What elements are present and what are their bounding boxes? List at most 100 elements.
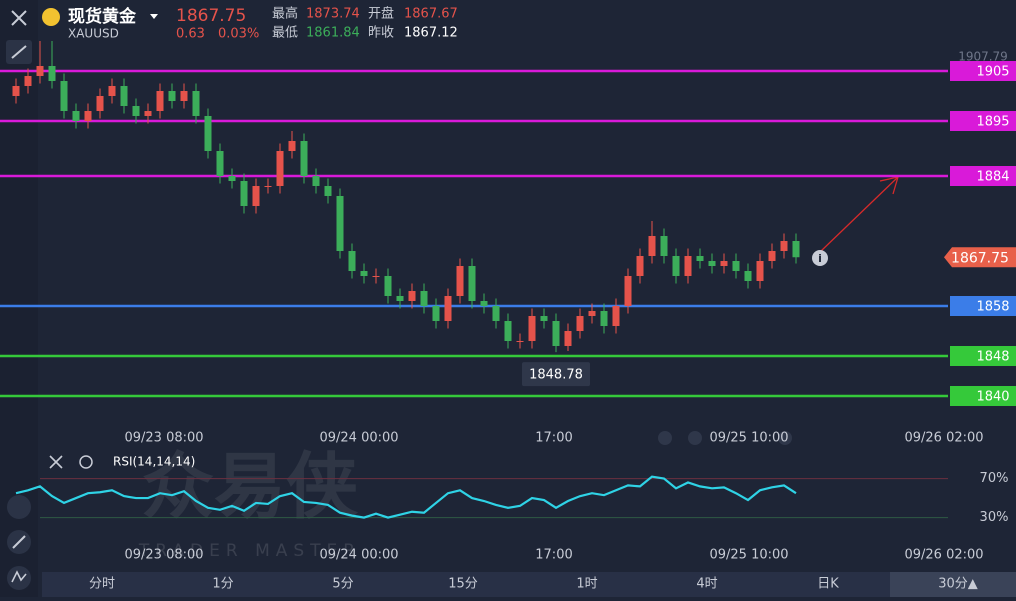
candle-body: [156, 91, 164, 111]
close-rsi[interactable]: [49, 455, 63, 469]
level-label-bg: [950, 166, 1016, 186]
gold-icon: [42, 8, 60, 26]
candle-body: [24, 76, 32, 86]
close-icon[interactable]: [11, 10, 27, 26]
tab[interactable]: 15分: [448, 577, 478, 592]
title[interactable]: 现货黄金: [68, 6, 137, 27]
level-label: 1895: [976, 115, 1009, 130]
level-label: 1884: [976, 170, 1009, 185]
candle-body: [276, 151, 284, 186]
tab[interactable]: 4时: [696, 577, 717, 592]
y-tick-label: 30%: [980, 510, 1009, 525]
x-tick-label: 09/26 02:00: [904, 431, 983, 446]
stat-label: 最高: [272, 6, 298, 22]
candle-body: [120, 86, 128, 106]
price-tag-bg: [944, 247, 1016, 268]
candle-body: [420, 291, 428, 306]
tab[interactable]: 30分▲: [938, 577, 978, 592]
candle-body: [636, 256, 644, 276]
change: 0.63: [176, 27, 205, 42]
settings-icon[interactable]: [79, 455, 93, 469]
pen-icon: [12, 535, 26, 549]
candle-body: [216, 151, 224, 176]
level-label-bg: [950, 296, 1016, 316]
candle-body: [264, 186, 272, 187]
change-pct: 0.03%: [218, 27, 259, 42]
candle-body: [348, 251, 356, 271]
level-label: 1848: [976, 350, 1009, 365]
candle-body: [168, 91, 176, 101]
candle-body: [576, 316, 584, 331]
x-tick-label: 09/24 00:00: [319, 431, 398, 446]
x-tick-label: 09/26 02:00: [904, 548, 983, 563]
candle-body: [660, 236, 668, 256]
rsi-title: RSI(14,14,14): [113, 455, 195, 469]
tab[interactable]: 1分: [212, 577, 233, 592]
stat-label: 昨收: [368, 26, 394, 41]
dropdown-arrow[interactable]: [150, 14, 158, 19]
candle-body: [648, 236, 656, 256]
info-icon[interactable]: [812, 250, 828, 266]
tab[interactable]: 分时: [89, 577, 115, 592]
stat-value: 1873.74: [306, 7, 360, 22]
candle-body: [564, 331, 572, 346]
candle-body: [516, 341, 524, 342]
candle-body: [708, 261, 716, 266]
event-icon[interactable]: [658, 431, 672, 445]
level-label: 1858: [976, 300, 1009, 315]
tab[interactable]: 1时: [576, 577, 597, 592]
arrow-head: [879, 176, 899, 195]
tool-button[interactable]: [7, 566, 31, 590]
candle-body: [468, 266, 476, 301]
candle-body: [324, 186, 332, 196]
stat-label: 开盘: [368, 6, 394, 22]
candle-body: [360, 271, 368, 276]
candle-body: [144, 111, 152, 116]
candle-body: [684, 256, 692, 276]
x-tick-label: 17:00: [535, 548, 572, 563]
tool-button[interactable]: [7, 495, 31, 519]
stat-value: 1861.84: [306, 26, 360, 41]
candle-body: [192, 91, 200, 116]
candle-body: [444, 296, 452, 321]
tab[interactable]: 日K: [817, 577, 839, 592]
level-label: 1840: [976, 390, 1009, 405]
selected-tab-bg: [890, 572, 1016, 597]
y-tick-label: 70%: [980, 471, 1009, 486]
candle-body: [720, 261, 728, 266]
rsi-line: [15, 475, 797, 519]
candle-body: [228, 176, 236, 181]
bottom-bar: [42, 572, 1016, 597]
stat-label: 最低: [272, 26, 298, 41]
candle-body: [132, 106, 140, 116]
candle-body: [612, 306, 620, 326]
x-tick-label: 09/25 10:00: [709, 431, 788, 446]
candle-body: [600, 311, 608, 326]
candle-body: [588, 311, 596, 316]
line-icon: [11, 570, 27, 583]
candle-body: [300, 141, 308, 176]
candle-body: [672, 256, 680, 276]
candle-body: [780, 241, 788, 251]
candle-body: [72, 111, 80, 121]
event-icon[interactable]: [688, 431, 702, 445]
price-tag: 1867.75: [951, 250, 1009, 266]
candle-body: [792, 241, 800, 258]
event-icon[interactable]: [778, 431, 792, 445]
candle-body: [108, 86, 116, 96]
x-tick-label: 09/24 00:00: [319, 548, 398, 563]
candle-body: [312, 176, 320, 186]
symbol: XAUUSD: [68, 27, 119, 41]
candle-body: [96, 96, 104, 111]
candle-body: [528, 316, 536, 341]
candle-body: [492, 306, 500, 321]
draw-icon: [11, 45, 27, 59]
level-label-bg: [950, 346, 1016, 366]
tab[interactable]: 5分: [332, 577, 353, 592]
price: 1867.75: [176, 6, 246, 26]
candle-body: [336, 196, 344, 251]
candle-body: [480, 301, 488, 306]
x-tick-label: 09/23 08:00: [124, 548, 203, 563]
candle-body: [456, 266, 464, 296]
candle-body: [504, 321, 512, 341]
